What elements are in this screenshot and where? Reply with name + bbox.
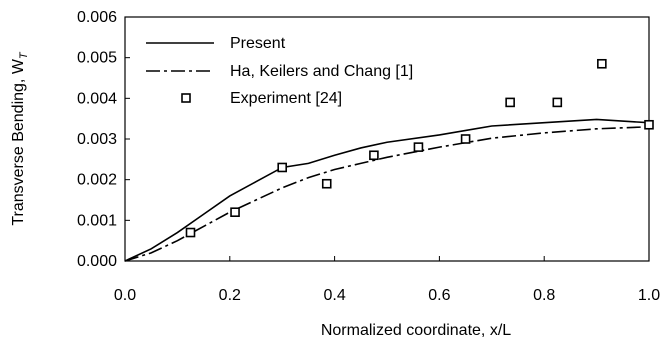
legend: Present Ha, Keilers and Chang [1] Experime… xyxy=(146,35,413,107)
data-point xyxy=(413,142,424,152)
data-point xyxy=(505,97,515,108)
plot-area xyxy=(124,16,654,262)
y-tick-label: 0.002 xyxy=(77,172,117,189)
data-point xyxy=(185,227,196,238)
legend-label: Experiment [24] xyxy=(230,90,342,107)
x-tick-label: 0.8 xyxy=(533,287,555,304)
y-tick-label: 0.000 xyxy=(77,253,117,270)
y-axis-title-main: Transverse Bending, W xyxy=(10,58,27,225)
y-tick-label: 0.006 xyxy=(77,9,117,26)
x-tick-labels: 0.0 0.2 0.4 0.6 0.8 1.0 xyxy=(114,287,660,304)
legend-label: Present xyxy=(230,35,286,52)
legend-marker xyxy=(181,93,191,103)
y-tick-label: 0.003 xyxy=(77,131,117,148)
y-tick-label: 0.004 xyxy=(77,90,117,107)
y-tick-label: 0.005 xyxy=(77,50,117,67)
data-point xyxy=(597,58,607,69)
series-line-present xyxy=(124,118,650,262)
x-tick-label: 0.4 xyxy=(323,287,345,304)
y-axis-title: Transverse Bending, WT xyxy=(10,51,30,226)
x-tick-label: 0.2 xyxy=(219,287,241,304)
y-tick-label: 0.001 xyxy=(77,212,117,229)
data-point xyxy=(644,119,654,130)
y-tick-labels: 0.000 0.001 0.002 0.003 0.004 0.005 0.006 xyxy=(77,9,117,270)
legend-label: Ha, Keilers and Chang [1] xyxy=(230,63,413,80)
data-point xyxy=(230,207,240,217)
data-point xyxy=(460,134,471,144)
data-point xyxy=(277,162,288,173)
x-tick-label: 1.0 xyxy=(638,287,660,304)
y-axis-title-subscript: T xyxy=(18,51,30,59)
x-tick-label: 0.6 xyxy=(428,287,450,304)
x-tick-label: 0.0 xyxy=(114,287,136,304)
series-line-ha-keilers-and-chang-1 xyxy=(124,126,650,262)
plot-frame xyxy=(124,16,650,262)
data-point xyxy=(552,97,563,108)
data-point xyxy=(321,178,332,189)
data-point xyxy=(369,150,379,161)
x-axis-title: Normalized coordinate, x/L xyxy=(321,322,511,339)
